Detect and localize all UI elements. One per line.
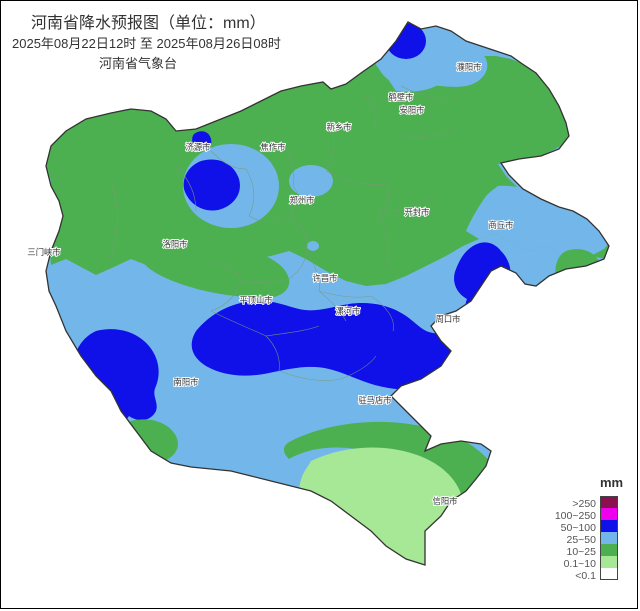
svg-text:洛阳市: 洛阳市: [163, 239, 188, 249]
svg-text:济源市: 济源市: [186, 142, 211, 152]
svg-text:平顶山市: 平顶山市: [239, 295, 272, 305]
svg-text:三门峡市: 三门峡市: [27, 247, 60, 257]
svg-text:周口市: 周口市: [436, 314, 461, 324]
svg-text:濮阳市: 濮阳市: [457, 62, 482, 72]
svg-text:南阳市: 南阳市: [174, 377, 199, 387]
svg-text:新乡市: 新乡市: [327, 122, 352, 132]
svg-text:驻马店市: 驻马店市: [358, 395, 391, 405]
svg-text:鹤壁市: 鹤壁市: [389, 92, 414, 102]
svg-text:商丘市: 商丘市: [489, 220, 514, 230]
svg-text:信阳市: 信阳市: [433, 496, 458, 506]
svg-text:漯河市: 漯河市: [336, 306, 361, 316]
svg-text:郑州市: 郑州市: [290, 195, 315, 205]
svg-text:安阳市: 安阳市: [400, 105, 425, 115]
svg-text:开封市: 开封市: [405, 207, 430, 217]
svg-text:许昌市: 许昌市: [313, 273, 338, 283]
svg-text:焦作市: 焦作市: [261, 142, 286, 152]
